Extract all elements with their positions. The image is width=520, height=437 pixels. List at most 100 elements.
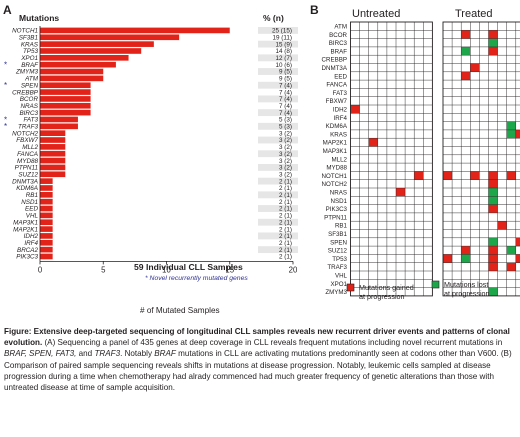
untreated-header: Untreated — [352, 8, 400, 20]
gene-label-crebbp: CREBBP — [12, 89, 39, 96]
row-label-notch1: NOTCH1 — [322, 173, 348, 180]
percent-label-birc3: 7 (4) — [279, 110, 292, 117]
gene-label-nsd1: NSD1 — [21, 199, 38, 206]
gene-label-suz12: SUZ12 — [18, 171, 38, 178]
gene-label-brca2: BRCA2 — [17, 247, 38, 254]
cell-lost-kras — [506, 129, 516, 139]
x-tick-label: 5 — [101, 265, 106, 274]
cell-gained-eed — [461, 71, 471, 81]
bar-braf — [40, 61, 116, 68]
row-stripe — [258, 164, 298, 171]
cell-gained-bcor — [461, 30, 471, 39]
percent-label-crebbp: 7 (4) — [279, 89, 292, 96]
heatmap-legend: Mutations gained at progression Mutations… — [346, 280, 490, 301]
bar-irf4 — [40, 239, 53, 246]
figure-svg: A Mutations % (n) 59 Individual CLL Samp… — [3, 3, 520, 315]
row-stripe — [258, 54, 298, 62]
percent-label-nsd1: 2 (1) — [279, 199, 292, 206]
bar-birc3 — [40, 109, 91, 116]
caption-part-4: mutations in CLL are activating mutation… — [4, 349, 512, 393]
percent-label-map3k1: 2 (1) — [279, 219, 292, 226]
grid-border-untreated — [350, 21, 433, 297]
bar-series — [40, 27, 230, 260]
legend-lost-swatch — [431, 280, 440, 289]
percent-label-rb1: 2 (1) — [279, 192, 292, 199]
percent-label-xpo1: 12 (7) — [276, 55, 292, 62]
percent-labels: 25 (15)19 (11)15 (9)14 (8)12 (7)10 (6)9 … — [272, 28, 292, 261]
row-label-ptpn11: PTPN11 — [324, 214, 347, 221]
gene-label-notch1: NOTCH1 — [12, 28, 38, 35]
row-label-myd88: MYD88 — [326, 165, 347, 172]
x-tick-label: 15 — [225, 265, 234, 274]
percent-label-braf: 10 (6) — [276, 62, 292, 69]
bar-fbxw7 — [40, 137, 66, 143]
row-label-rb1: RB1 — [335, 223, 348, 230]
percent-label-traf3: 5 (3) — [279, 124, 292, 131]
legend-gained-label: Mutations gained at progression — [359, 283, 414, 301]
caption-gene-list: BRAF, SPEN, FAT3, — [4, 349, 77, 359]
gene-label-irf4: IRF4 — [24, 240, 38, 247]
heatmap-cells — [350, 30, 520, 296]
bar-mll2 — [40, 144, 66, 150]
row-label-traf3: TRAF3 — [327, 264, 347, 271]
cell-gained-nras — [396, 188, 406, 197]
row-label-zmym3: ZMYM3 — [325, 289, 347, 296]
percent-label-myd88: 3 (2) — [279, 158, 292, 165]
gene-label-zmym3: ZMYM3 — [15, 69, 39, 76]
row-stripe — [258, 95, 298, 103]
percent-label-sf3b1: 19 (11) — [273, 34, 292, 41]
bar-ptpn11 — [40, 164, 66, 171]
bar-map3k1 — [40, 219, 53, 226]
novel-marker: * — [4, 115, 7, 124]
row-label-sf3b1: SF3B1 — [328, 231, 347, 238]
row-label-braf: BRAF — [330, 48, 347, 55]
percent-label-notch1: 25 (15) — [272, 28, 292, 35]
percent-label-fat3: 5 (3) — [279, 117, 292, 124]
percent-label-suz12: 3 (2) — [279, 171, 292, 178]
gene-label-map2k1: MAP2K1 — [13, 226, 38, 233]
gene-label-fbxw7: FBXW7 — [16, 137, 38, 144]
row-stripe — [258, 27, 298, 34]
samples-note: 59 Individual CLL Samples — [134, 262, 243, 272]
gene-label-xpo1: XPO1 — [20, 55, 38, 62]
bar-bcor — [40, 96, 91, 102]
x-axis: 0 5 10 15 20 — [38, 26, 298, 274]
percent-label-atm: 9 (5) — [279, 76, 292, 83]
cell-lost-spen — [488, 237, 498, 247]
cell-gained-rb1 — [497, 221, 507, 230]
caption-part-1: (A) Sequencing a panel of 435 genes at d… — [42, 338, 503, 348]
percent-label-tp53: 14 (8) — [276, 48, 292, 55]
gene-label-kdm6a: KDM6A — [16, 185, 38, 192]
cell-gained-notch2 — [488, 179, 498, 188]
row-label-map3k1: MAP3K1 — [323, 148, 348, 155]
grid-border-treated — [442, 21, 520, 297]
percent-label-dnmt3a: 2 (1) — [279, 178, 292, 185]
row-stripe — [258, 40, 298, 48]
cell-gained-tp53 — [515, 254, 520, 263]
row-label-birc3: BIRC3 — [329, 40, 348, 47]
gene-label-birc3: BIRC3 — [19, 110, 38, 117]
cell-gained-traf3 — [488, 262, 498, 271]
gene-label-dnmt3a: DNMT3A — [12, 178, 38, 185]
cell-gained-pik3c3 — [488, 204, 498, 213]
legend-lost-label: Mutations lost at progression — [444, 280, 490, 298]
panel-a-label: A — [3, 3, 12, 17]
row-stripe — [258, 136, 298, 144]
treated-header: Treated — [455, 8, 493, 20]
cell-lost-suz12 — [506, 246, 516, 255]
novel-marker: * — [4, 60, 7, 69]
row-label-idh2: IDH2 — [333, 106, 348, 113]
row-stripe — [258, 109, 298, 117]
percent-label-eed: 2 (1) — [279, 206, 292, 213]
gene-label-rb1: RB1 — [26, 192, 38, 199]
cell-gained-bcor — [488, 30, 498, 39]
bar-xpo1 — [40, 55, 129, 61]
cell-lost-kdm6a — [506, 121, 516, 130]
bar-nras — [40, 102, 91, 109]
gene-label-traf3: TRAF3 — [18, 124, 38, 131]
cell-gained-braf — [488, 46, 498, 56]
percent-label-spen: 7 (4) — [279, 82, 292, 89]
gene-label-nras: NRAS — [21, 103, 39, 110]
cell-lost-nsd1 — [488, 196, 498, 205]
